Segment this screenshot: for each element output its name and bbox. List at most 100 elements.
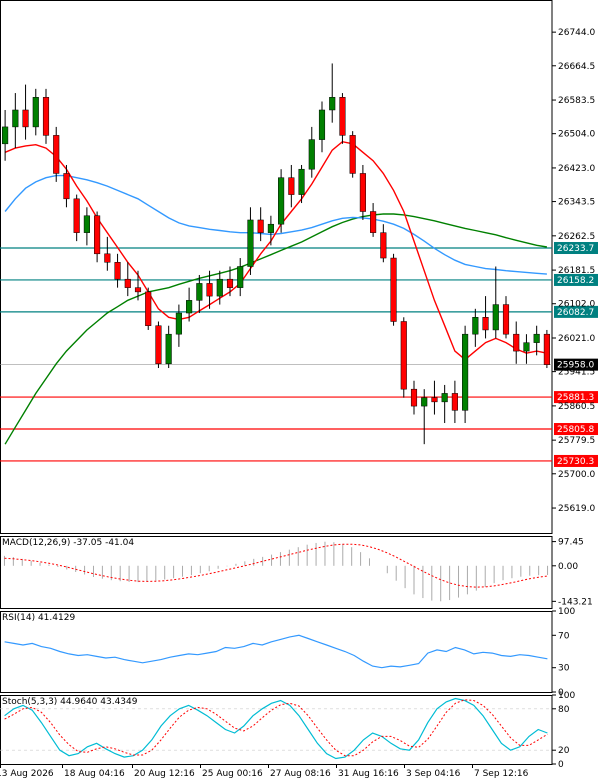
bearish-candle: [431, 397, 438, 403]
bearish-candle: [145, 291, 152, 326]
bearish-candle: [390, 257, 397, 322]
level-tag: [554, 423, 598, 436]
level-tag-label: 26233.7: [557, 244, 594, 254]
price-tick-label: 25860.5: [558, 402, 595, 412]
macd-label: MACD(12,26,9) -37.05 -41.04: [2, 538, 134, 548]
stoch-k-line: [4, 697, 548, 760]
level-tag: [554, 273, 598, 286]
panel-border-3: [0, 695, 553, 765]
bullish-candle: [267, 223, 274, 233]
bearish-candle: [451, 393, 458, 411]
price-tick-label: 26583.5: [558, 96, 595, 106]
time-tick-label: 27 Aug 08:16: [270, 769, 331, 779]
panel-border-2: [0, 611, 553, 693]
stoch-label: Stoch(5,3,3) 44.9640 43.4349: [2, 697, 138, 707]
current-price-label: 25958.0: [557, 361, 594, 371]
bearish-candle: [155, 325, 162, 365]
bearish-candle: [94, 215, 101, 255]
fast-ma-line: [4, 140, 548, 361]
bullish-candle: [83, 215, 90, 233]
current-price-tag: [554, 358, 598, 371]
bearish-candle: [22, 109, 29, 128]
bullish-candle: [308, 139, 315, 170]
price-tick-label: 25941.5: [558, 368, 595, 378]
bearish-candle: [288, 177, 295, 195]
slow-ma-line: [4, 213, 548, 445]
price-tick-label: 26181.5: [558, 266, 595, 276]
price-tick-label: 26262.5: [558, 232, 595, 242]
level-tag: [554, 242, 598, 255]
stoch-d-line: [4, 699, 548, 757]
price-tick-label: 25700.0: [558, 470, 595, 480]
bearish-candle: [226, 278, 234, 288]
bullish-candle: [216, 278, 223, 297]
time-tick-label: 20 Aug 12:16: [134, 769, 195, 779]
rsi-label: RSI(14) 41.4129: [2, 613, 75, 623]
price-tick-label: 26504.0: [558, 130, 595, 140]
panel-border-0: [0, 0, 553, 534]
price-tick-label: 26021.0: [558, 334, 595, 344]
bullish-candle: [523, 342, 530, 352]
price-axis: 26744.0 26664.5 26583.5 26504.0 26423.0 26343…: [552, 28, 595, 514]
bearish-candle: [400, 321, 407, 390]
stoch-tick-label: 100: [558, 691, 575, 701]
level-tag: [554, 391, 598, 404]
bullish-candle: [237, 266, 244, 288]
bullish-candle: [533, 333, 540, 343]
macd-panel: MACD(12,26,9) -37.05 -41.04 97.45 0.00 -143…: [2, 538, 593, 608]
bearish-candle: [114, 262, 121, 280]
bearish-candle: [42, 97, 50, 136]
time-tick-label: 18 Aug 04:16: [64, 769, 125, 779]
bearish-candle: [543, 333, 550, 365]
time-axis: 13 Aug 2026 18 Aug 04:16 20 Aug 12:16 25 Au…: [0, 764, 529, 779]
stoch-tick-label: 0: [558, 760, 564, 770]
bearish-candle: [206, 283, 213, 297]
horizontal-levels: 26233.7 26158.2 26082.7 25881.3 25805.8 25730…: [0, 242, 598, 467]
level-tag-label: 25730.3: [557, 457, 594, 467]
macd-tick-label: 97.45: [558, 538, 584, 548]
bearish-candle: [359, 173, 366, 212]
price-tick-label: 25779.5: [558, 436, 595, 446]
bearish-candle: [349, 135, 356, 174]
bearish-candle: [257, 219, 264, 233]
bullish-candle: [472, 317, 479, 335]
stoch-tick-label: 80: [558, 705, 570, 715]
stoch-tick-label: 20: [558, 746, 570, 756]
bearish-candle: [124, 278, 131, 288]
level-tag: [554, 305, 598, 318]
bullish-candle: [196, 283, 203, 301]
macd-tick-label: 0.00: [558, 562, 578, 572]
level-tag-label: 25805.8: [557, 425, 594, 435]
bullish-candle: [278, 177, 285, 225]
price-tick-label: 25619.0: [558, 504, 595, 514]
level-tag-label: 26158.2: [557, 276, 594, 286]
time-tick-label: 3 Sep 04:16: [406, 769, 461, 779]
bearish-candle: [380, 232, 387, 259]
bullish-candle: [2, 126, 9, 145]
time-tick-label: 25 Aug 00:16: [202, 769, 263, 779]
bearish-candle: [53, 135, 60, 174]
price-tick-label: 26423.0: [558, 164, 595, 174]
bullish-candle: [12, 109, 19, 128]
stoch-panel: Stoch(5,3,3) 44.9640 43.4349 100 80 20 0: [0, 691, 575, 770]
bearish-candle: [339, 97, 346, 136]
bullish-candle: [329, 97, 336, 111]
rsi-line: [4, 634, 548, 669]
level-tag: [554, 454, 598, 467]
moving-averages: [4, 140, 548, 445]
bearish-candle: [502, 304, 510, 335]
bullish-candle: [186, 300, 193, 314]
bearish-candle: [134, 287, 142, 293]
bullish-candle: [247, 219, 254, 267]
chart-frame: [0, 0, 553, 765]
bearish-candle: [513, 333, 520, 352]
bearish-candle: [104, 253, 111, 263]
rsi-tick-label: 100: [558, 607, 575, 617]
bearish-candle: [410, 388, 418, 407]
rsi-panel: RSI(14) 41.4129 100 70 30 0: [2, 607, 575, 698]
price-tick-label: 26744.0: [558, 28, 595, 38]
bullish-candle: [421, 397, 428, 407]
bullish-candle: [32, 97, 39, 128]
bearish-candle: [73, 198, 80, 233]
bearish-candle: [482, 317, 489, 331]
